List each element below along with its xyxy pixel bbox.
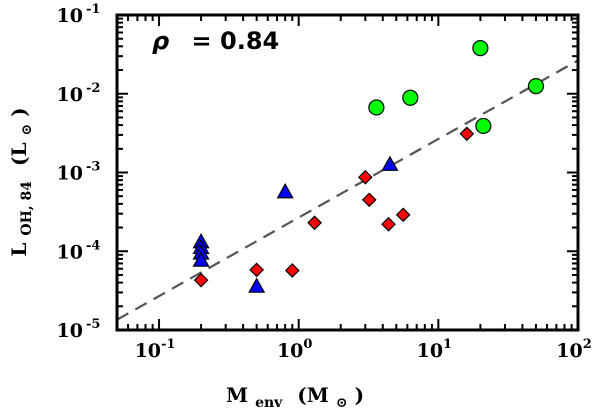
rho-value: = 0.84	[192, 27, 280, 55]
y-tick-exponent: -4	[86, 238, 100, 253]
y-tick-label: 10	[57, 320, 83, 342]
diamond-marker	[284, 263, 300, 278]
diamond-marker	[193, 272, 209, 288]
triangle-marker	[381, 155, 399, 171]
x-label-main: M	[226, 383, 248, 407]
markers-layer	[192, 39, 545, 293]
x-tick-base: 10	[135, 340, 161, 362]
x-tick-exponent: 2	[583, 337, 592, 352]
diamond-marker	[357, 169, 373, 185]
y-tick-label: 10	[57, 5, 83, 27]
diamond-marker	[307, 215, 322, 231]
y-label-main: L	[7, 243, 31, 257]
diamond-marker	[395, 207, 411, 223]
y-tick-exponent: -3	[86, 160, 100, 175]
y-tick-base: 10	[57, 163, 83, 185]
y-label-unit: (L	[7, 142, 31, 166]
x-tick-label: 102	[556, 337, 592, 362]
x-axis-label: M env (M ⊙ )	[226, 383, 364, 412]
plot-frame	[115, 13, 580, 332]
circle-marker	[472, 39, 489, 57]
x-tick-exponent: 1	[443, 337, 452, 352]
y-tick-label: 10	[57, 163, 83, 185]
diamond-marker	[381, 216, 396, 232]
diamond-marker	[459, 126, 475, 142]
axis-ticks	[116, 14, 579, 331]
x-tick-exponent: -1	[161, 337, 175, 352]
x-tick-base: 10	[417, 340, 443, 362]
y-tick-exponent: -1	[86, 2, 100, 17]
y-tick-exponent: -5	[86, 317, 100, 332]
x-label-unit-close: )	[355, 383, 364, 407]
fit-line	[116, 59, 579, 321]
x-label-sub: env	[255, 395, 283, 411]
y-tick-label: 10	[57, 241, 83, 263]
y-label-sub: OH, 84	[19, 181, 35, 236]
x-tick-base: 10	[556, 340, 582, 362]
x-label-unit-sub: ⊙	[336, 395, 348, 411]
circle-marker	[475, 117, 492, 135]
circle-marker	[368, 99, 385, 116]
diamond-marker	[361, 192, 377, 208]
triangle-marker	[276, 182, 294, 199]
y-axis-label: L OH, 84 (L ⊙ )	[7, 107, 36, 256]
x-tick-exponent: 0	[303, 337, 312, 352]
x-tick-base: 10	[277, 340, 303, 362]
circle-marker	[527, 78, 545, 95]
y-tick-exponent: -2	[86, 81, 100, 96]
rho-symbol: ρ	[152, 27, 169, 55]
rho-annotation: ρ = 0.84	[152, 27, 279, 55]
x-tick-label: 101	[417, 337, 453, 362]
x-tick-label: 10-1	[135, 337, 176, 362]
y-tick-base: 10	[57, 84, 83, 106]
y-tick-base: 10	[57, 5, 83, 27]
x-label-unit: (M	[297, 383, 329, 407]
x-tick-label: 100	[277, 337, 313, 362]
fit-line-layer	[116, 59, 579, 321]
triangle-marker	[192, 251, 210, 267]
y-tick-label: 10	[57, 84, 83, 106]
y-tick-base: 10	[57, 241, 83, 263]
y-label-unit-sub: ⊙	[19, 124, 35, 136]
diamond-marker	[249, 262, 265, 278]
triangle-marker	[248, 277, 266, 293]
circle-marker	[402, 89, 419, 106]
y-tick-base: 10	[57, 320, 83, 342]
y-label-unit-close: )	[7, 107, 31, 116]
